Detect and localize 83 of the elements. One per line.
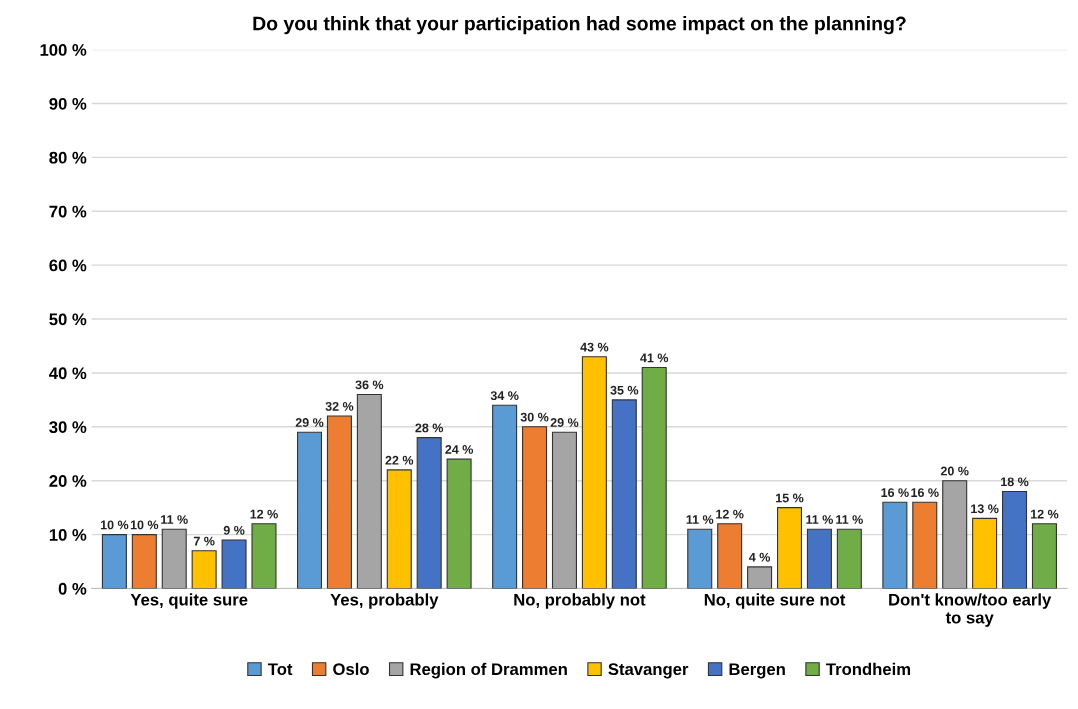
data-label: 10 % (130, 520, 159, 530)
bar (717, 523, 743, 589)
data-label: 29 % (550, 418, 579, 427)
data-label: 29 % (295, 418, 324, 427)
legend-label: Stavanger (608, 663, 689, 679)
bar (221, 539, 247, 589)
data-label: 30 % (520, 412, 549, 422)
bar (942, 480, 968, 589)
bar (326, 415, 352, 589)
bar (687, 528, 713, 589)
legend-label: Region of Drammen (410, 662, 567, 679)
bar (641, 366, 667, 589)
data-label: 41 % (640, 353, 669, 363)
data-label: 12 % (1031, 509, 1059, 519)
x-tick-label: Don't know/too early to say (889, 593, 1052, 627)
bar (836, 528, 862, 589)
data-label: 24 % (445, 445, 474, 454)
y-tick-label: 20 % (49, 475, 87, 487)
x-tick-label: Yes, quite sure (130, 593, 248, 609)
bar (581, 356, 607, 589)
data-label: 20 % (940, 466, 969, 476)
data-label: 28 % (415, 423, 444, 433)
data-label: 22 % (385, 455, 414, 465)
data-label: 4 % (749, 552, 771, 562)
bar (1002, 490, 1028, 589)
data-label: 11 % (806, 515, 833, 524)
bar (776, 507, 803, 589)
bar (912, 501, 938, 589)
data-label: 32 % (325, 401, 354, 411)
x-tick-label: Yes, probably (330, 593, 439, 609)
data-label: 35 % (610, 385, 639, 395)
data-label: 11 % (836, 515, 863, 524)
data-label: 12 % (716, 509, 744, 519)
y-tick-label: 60 % (49, 259, 87, 272)
bar (972, 517, 998, 589)
y-tick-label: 40 % (49, 367, 87, 380)
legend-label: Tot (267, 663, 293, 676)
data-label: 36 % (355, 380, 384, 390)
bar (806, 528, 832, 589)
chart-title: Do you think that your participation had some impact on the planning? (253, 16, 906, 35)
data-label: 13 % (971, 504, 999, 514)
y-tick-label: 50 % (49, 313, 87, 326)
bar (416, 437, 442, 589)
y-tick-label: 0 % (58, 582, 87, 595)
data-label: 18 % (1001, 477, 1029, 487)
data-label: 7 % (193, 536, 215, 546)
x-tick-label: No, quite sure not (704, 593, 846, 609)
bar (101, 534, 127, 589)
bar (251, 523, 277, 589)
y-tick-label: 80 % (49, 151, 87, 164)
y-tick-label: 30 % (49, 421, 87, 434)
data-label: 12 % (250, 509, 278, 519)
bar (522, 426, 548, 589)
data-label: 10 % (100, 520, 129, 530)
data-label: 15 % (776, 493, 804, 503)
bar (191, 550, 217, 589)
y-tick-label: 90 % (49, 97, 87, 110)
x-tick-label: No, probably not (514, 593, 646, 609)
legend-label: Oslo (333, 662, 369, 676)
bar (611, 399, 637, 589)
y-tick-label: 100 % (40, 44, 87, 56)
y-tick-label: 70 % (49, 205, 87, 218)
bar (551, 431, 577, 589)
legend-label: Bergen (729, 663, 785, 679)
bar (747, 566, 773, 589)
data-label: 16 % (881, 488, 909, 498)
bar (296, 431, 323, 589)
bar (492, 404, 518, 589)
bar (161, 528, 187, 589)
bar (131, 534, 157, 589)
legend-label: Trondheim (826, 662, 911, 676)
y-tick-label: 10 % (49, 528, 87, 541)
data-label: 34 % (490, 391, 519, 401)
bar (446, 458, 472, 589)
bar (386, 469, 412, 589)
data-label: 11 % (686, 515, 714, 524)
data-label: 16 % (911, 488, 939, 498)
data-label: 43 % (580, 342, 609, 352)
bar (882, 501, 908, 589)
data-label: 9 % (223, 525, 245, 535)
data-label: 11 % (161, 515, 188, 524)
bar (356, 393, 382, 589)
bar (1031, 523, 1057, 589)
